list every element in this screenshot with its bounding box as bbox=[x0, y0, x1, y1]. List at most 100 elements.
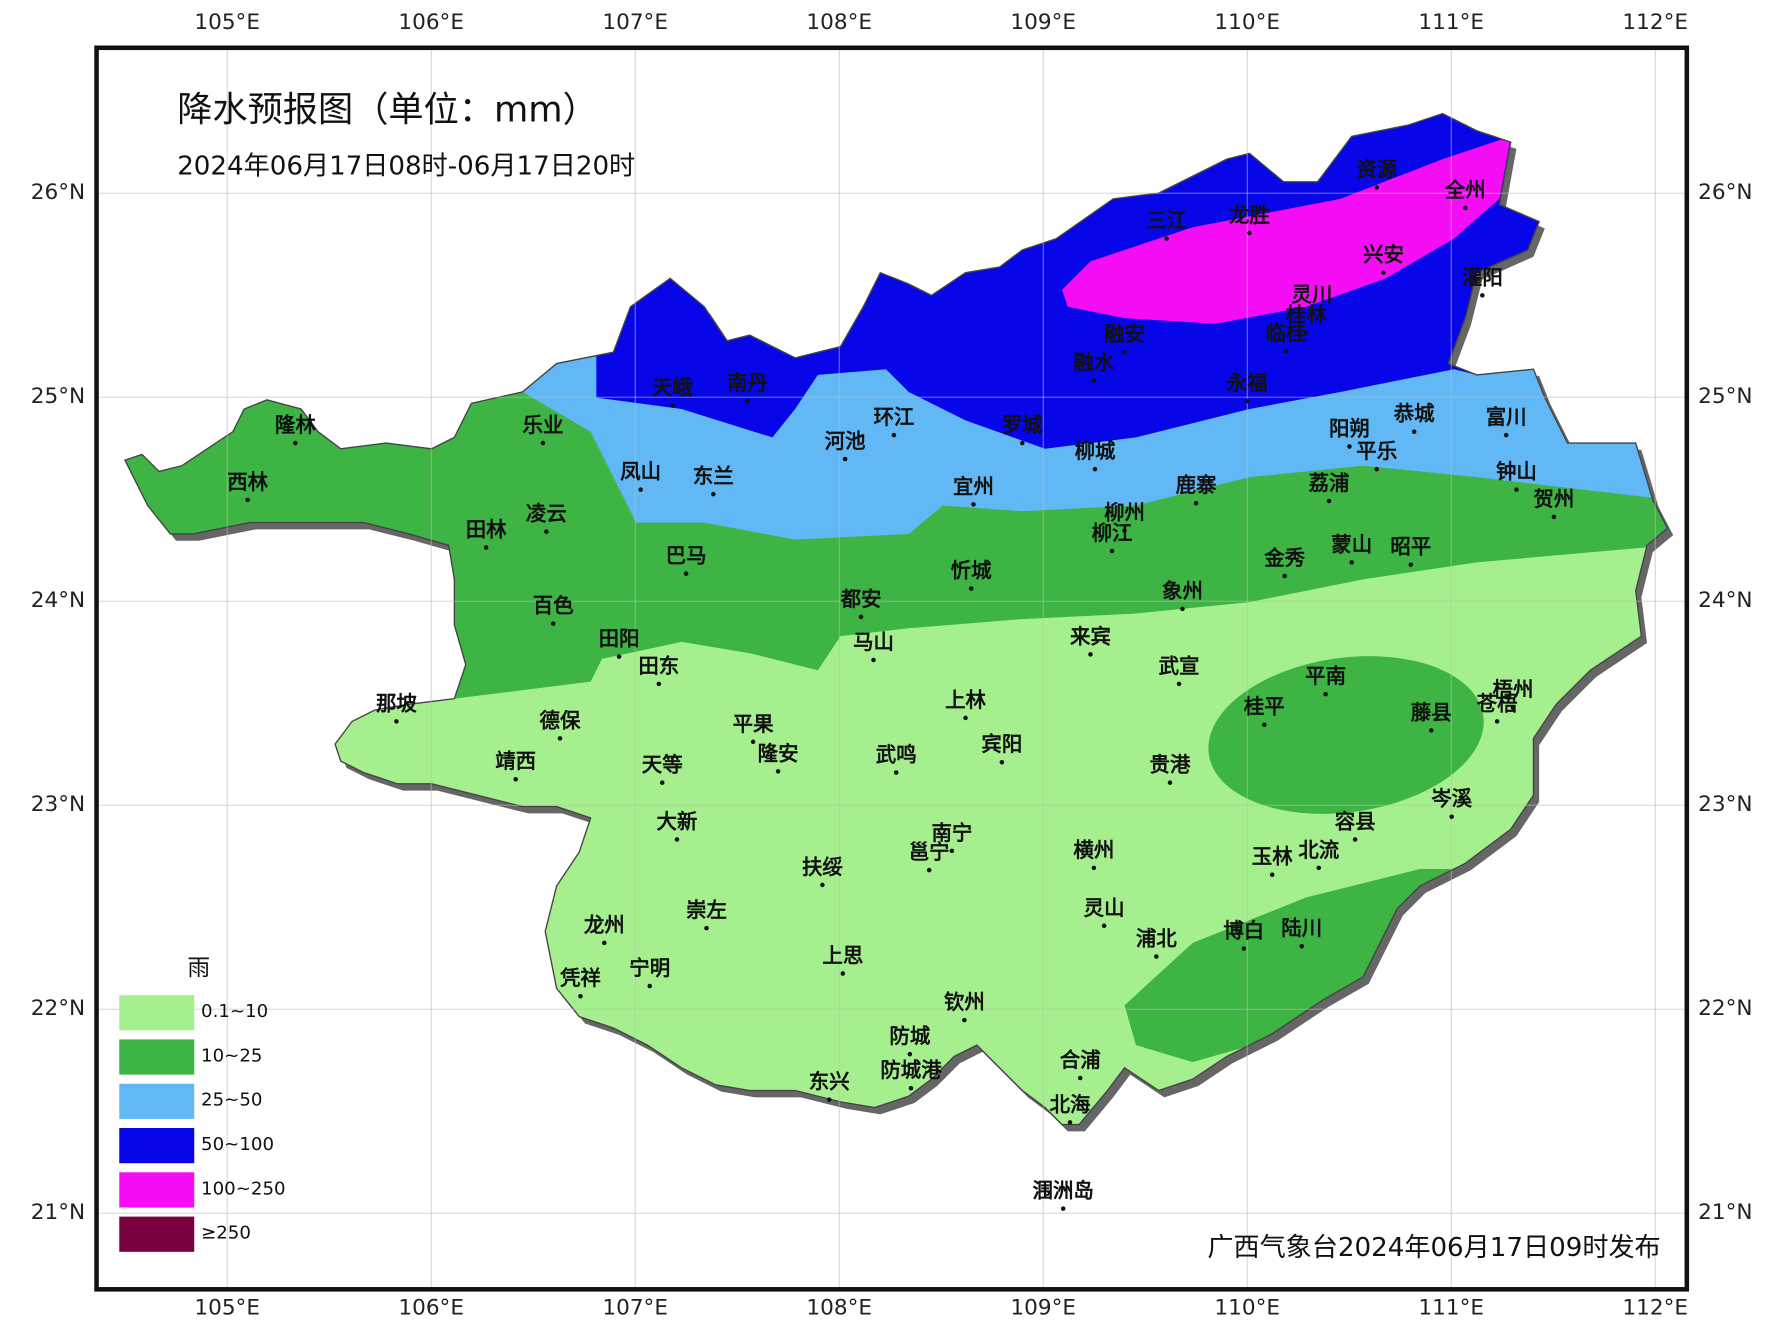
city-dot bbox=[1167, 780, 1173, 785]
city-label: 大新 bbox=[657, 809, 698, 833]
city-label: 荔浦 bbox=[1309, 471, 1350, 495]
city-label: 容县 bbox=[1335, 809, 1376, 833]
city-dot bbox=[674, 837, 680, 842]
lat-tick-label: 22°N bbox=[31, 996, 85, 1021]
city-dot bbox=[1122, 349, 1127, 355]
city-label: 罗城 bbox=[1002, 413, 1043, 437]
city-label: 南丹 bbox=[727, 371, 768, 395]
city-label: 武鸣 bbox=[876, 742, 917, 766]
city-label: 天等 bbox=[642, 753, 683, 777]
legend-label: ≥250 bbox=[201, 1223, 251, 1244]
city-label: 上思 bbox=[822, 943, 863, 967]
city-dot bbox=[1101, 923, 1107, 929]
lon-tick-label: 107°E bbox=[602, 10, 668, 35]
legend-swatch bbox=[119, 1128, 195, 1164]
city-dot bbox=[245, 497, 250, 503]
city-dot bbox=[745, 398, 750, 404]
city-label: 鹿寨 bbox=[1176, 473, 1217, 497]
city-label: 融安 bbox=[1104, 322, 1145, 346]
lon-tick-label: 111°E bbox=[1418, 10, 1484, 35]
lat-tick-label: 25°N bbox=[31, 384, 85, 409]
city-dot bbox=[1514, 487, 1519, 492]
city-dot bbox=[1411, 429, 1417, 434]
city-label: 灵川 bbox=[1292, 282, 1333, 306]
legend-swatch bbox=[119, 1083, 195, 1119]
city-dot bbox=[540, 440, 546, 446]
city-dot bbox=[1109, 548, 1115, 554]
lon-tick-label: 112°E bbox=[1622, 1296, 1688, 1321]
lat-tick-label: 23°N bbox=[1698, 792, 1752, 817]
city-label: 兴安 bbox=[1363, 243, 1404, 267]
city-label: 忻城 bbox=[951, 558, 992, 582]
city-dot bbox=[1510, 705, 1516, 711]
city-label: 乐业 bbox=[523, 413, 564, 437]
lon-tick-label: 105°E bbox=[194, 1296, 260, 1321]
lon-tick-label: 108°E bbox=[806, 10, 872, 35]
city-dot bbox=[656, 681, 662, 687]
lon-tick-label: 111°E bbox=[1418, 1296, 1484, 1321]
city-dot bbox=[616, 654, 622, 659]
city-dot bbox=[1247, 230, 1252, 236]
city-label: 东兴 bbox=[809, 1070, 850, 1094]
city-label: 灌阳 bbox=[1462, 265, 1503, 289]
city-label: 浦北 bbox=[1136, 926, 1177, 950]
city-label: 天峨 bbox=[652, 376, 693, 400]
city-dot bbox=[1323, 691, 1328, 697]
city-dot bbox=[840, 971, 846, 976]
city-label: 苍梧 bbox=[1476, 691, 1518, 715]
city-label: 合浦 bbox=[1060, 1048, 1101, 1072]
city-label: 隆安 bbox=[758, 741, 799, 765]
legend-title: 雨 bbox=[187, 955, 210, 981]
legend-label: 10~25 bbox=[201, 1045, 262, 1066]
lon-tick-label: 109°E bbox=[1010, 10, 1076, 35]
city-dot bbox=[893, 770, 899, 775]
city-dot bbox=[891, 432, 897, 438]
lon-tick-label: 108°E bbox=[806, 1296, 872, 1321]
city-label: 玉林 bbox=[1252, 845, 1293, 869]
city-label: 巴马 bbox=[666, 544, 707, 568]
city-dot bbox=[550, 621, 556, 626]
city-label: 都安 bbox=[840, 587, 882, 611]
city-dot bbox=[602, 940, 607, 946]
city-dot bbox=[1077, 1075, 1083, 1081]
city-label: 柳城 bbox=[1075, 439, 1116, 463]
lat-tick-label: 26°N bbox=[31, 180, 85, 205]
map-subtitle: 2024年06月17日08时-06月17日20时 bbox=[177, 152, 635, 182]
legend-swatch bbox=[119, 1216, 195, 1252]
city-label: 横州 bbox=[1073, 838, 1114, 862]
city-label: 靖西 bbox=[495, 749, 536, 773]
city-dot bbox=[638, 487, 643, 492]
lat-tick-label: 24°N bbox=[1698, 588, 1752, 613]
city-label: 贺州 bbox=[1533, 487, 1574, 511]
city-dot bbox=[842, 456, 848, 462]
city-label: 钟山 bbox=[1496, 460, 1537, 484]
city-dot bbox=[1309, 310, 1315, 315]
city-label: 环江 bbox=[874, 405, 915, 429]
lat-tick-label: 21°N bbox=[1698, 1200, 1752, 1225]
city-label: 陆川 bbox=[1281, 916, 1322, 940]
city-dot bbox=[1283, 348, 1289, 354]
city-dot bbox=[858, 614, 864, 620]
city-dot bbox=[1261, 722, 1267, 728]
city-dot bbox=[962, 1017, 967, 1023]
grid: 105°E 105°E 106°E 106°E 107°E 107°E 108°E 108°E… bbox=[31, 10, 1753, 1321]
city-dot bbox=[1180, 606, 1185, 612]
city-dot bbox=[971, 502, 976, 507]
city-dot bbox=[1067, 1120, 1073, 1125]
city-label: 三江 bbox=[1146, 209, 1187, 233]
city-label: 邕宁 bbox=[909, 840, 950, 864]
rain-area bbox=[1124, 869, 1471, 1063]
city-label: 隆林 bbox=[275, 413, 316, 437]
city-label: 南宁 bbox=[931, 821, 972, 845]
city-label: 德保 bbox=[540, 708, 581, 732]
city-label: 凌云 bbox=[526, 502, 567, 526]
city-label: 柳江 bbox=[1092, 521, 1133, 545]
city-dot bbox=[1494, 719, 1500, 724]
city-dot bbox=[1176, 681, 1182, 687]
city-label: 富川 bbox=[1486, 405, 1527, 429]
city-dot bbox=[1449, 814, 1454, 820]
city-dot bbox=[1480, 293, 1485, 298]
land-border bbox=[123, 112, 1669, 1126]
city-label: 扶绥 bbox=[802, 855, 843, 879]
city-label: 平乐 bbox=[1356, 439, 1397, 463]
